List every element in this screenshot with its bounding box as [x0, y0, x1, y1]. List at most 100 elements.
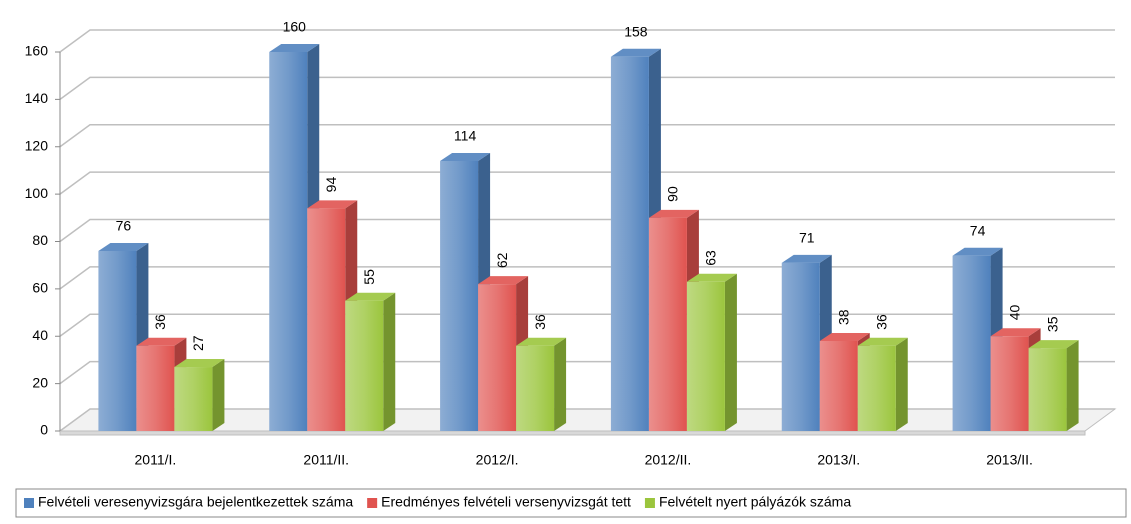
data-label: 158 — [624, 23, 648, 39]
bar-top — [98, 242, 149, 251]
legend-swatch — [367, 498, 378, 508]
bar-top — [345, 292, 396, 301]
bar-front — [1028, 348, 1067, 431]
bar-top — [686, 273, 737, 282]
bar-side — [212, 359, 225, 431]
data-label: 38 — [835, 309, 851, 325]
bar — [781, 254, 832, 431]
bar-top — [440, 152, 491, 161]
bar-top — [1028, 340, 1079, 349]
bar-front — [990, 336, 1029, 431]
legend-box — [15, 488, 1127, 518]
data-label: 160 — [283, 19, 307, 35]
y-tick-label: 40 — [32, 327, 48, 343]
bar-top — [478, 276, 529, 285]
x-tick-label: 2012/II. — [645, 452, 692, 468]
grid-line — [59, 29, 1115, 53]
bar-front — [686, 281, 725, 431]
data-label: 76 — [116, 218, 132, 234]
data-label: 90 — [665, 186, 681, 202]
bar-top — [516, 337, 567, 346]
grid-line — [59, 313, 1115, 337]
bar-top — [990, 328, 1041, 337]
bar-top — [307, 200, 358, 209]
legend-label: Eredményes felvételi versenyvizsgát tett — [381, 494, 631, 510]
y-tick-label: 100 — [25, 185, 49, 201]
bar-front — [819, 340, 858, 431]
bar-top — [819, 332, 870, 341]
grid-line — [59, 124, 1115, 148]
y-tick-label: 80 — [32, 232, 48, 248]
y-tick-label: 160 — [25, 43, 49, 59]
bar-side — [1066, 340, 1079, 431]
legend-swatch — [644, 498, 655, 508]
data-label: 36 — [532, 314, 548, 330]
grid-line — [59, 76, 1115, 100]
bar-top — [610, 48, 661, 57]
data-label: 40 — [1006, 304, 1022, 320]
x-tick-label: 2011/II. — [303, 452, 349, 468]
bar-front — [269, 52, 308, 431]
grid-line — [59, 218, 1115, 243]
data-label: 36 — [873, 314, 889, 330]
bar-front — [648, 217, 687, 431]
bar-side — [724, 273, 737, 431]
bar — [686, 273, 737, 431]
data-label: 55 — [361, 269, 377, 285]
bar-front — [307, 208, 346, 431]
x-tick-label: 2013/I. — [817, 452, 860, 468]
grid-line — [59, 360, 1115, 385]
y-tick-label: 0 — [40, 422, 48, 438]
data-label: 62 — [494, 252, 510, 268]
bar-top — [136, 337, 187, 346]
data-label: 71 — [799, 230, 815, 246]
bar-front — [98, 250, 137, 431]
bar — [174, 359, 225, 431]
bar-front — [952, 255, 991, 431]
y-tick-label: 60 — [32, 280, 48, 296]
bar-front — [516, 345, 555, 431]
grid-line — [59, 171, 1115, 195]
data-label: 114 — [454, 128, 477, 144]
data-label: 35 — [1044, 316, 1060, 332]
bar — [345, 292, 396, 431]
bar-front — [174, 367, 213, 431]
data-label: 63 — [703, 250, 719, 266]
y-tick-label: 120 — [25, 137, 49, 153]
x-tick-label: 2012/I. — [476, 452, 519, 468]
grid-line — [59, 408, 1115, 432]
data-label: 74 — [970, 222, 986, 238]
bar-front — [345, 300, 384, 431]
bar-front — [136, 345, 175, 431]
bar-front — [610, 56, 649, 432]
bar-front — [478, 284, 517, 431]
y-tick-label: 20 — [32, 374, 48, 390]
y-tick-label: 140 — [25, 90, 49, 106]
x-tick-label: 2013/II. — [986, 452, 1033, 468]
grid-line — [59, 266, 1115, 290]
x-tick-label: 2011/I. — [135, 452, 177, 468]
bar — [1028, 340, 1079, 431]
data-label: 27 — [190, 335, 206, 351]
bar-top — [952, 247, 1003, 256]
legend-label: Felvételi veresenyvizsgára bejelentkezet… — [38, 494, 353, 510]
legend-label: Felvételt nyert pályázók száma — [659, 494, 851, 510]
bar-side — [895, 337, 908, 431]
bar-side — [554, 337, 567, 431]
bar-top — [648, 209, 699, 218]
bar-front — [857, 345, 896, 431]
bar-front — [440, 160, 479, 431]
bar-top — [857, 337, 908, 346]
floor-edge — [59, 430, 1086, 436]
data-label: 36 — [152, 314, 168, 330]
bar — [516, 337, 567, 431]
data-label: 94 — [323, 177, 339, 193]
bar-top — [269, 44, 320, 52]
bar-side — [383, 292, 396, 431]
bar — [857, 337, 908, 431]
bar-top — [781, 254, 832, 263]
bar-front — [781, 262, 820, 431]
legend-swatch — [24, 498, 34, 508]
bar-top — [174, 359, 225, 368]
